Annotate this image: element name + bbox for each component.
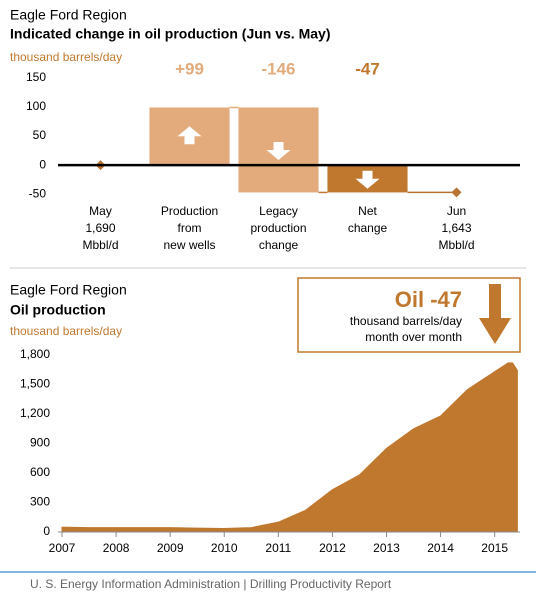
x-tick-label: 2010 (211, 541, 238, 555)
y-tick-label: 100 (26, 99, 46, 113)
x-tick-label: from (178, 221, 202, 235)
value-label: -47 (355, 59, 380, 78)
x-tick-label: 1,690 (85, 221, 115, 235)
y-tick-label: 0 (39, 157, 46, 171)
x-tick-label: 1,643 (441, 221, 471, 235)
annotation-text: thousand barrels/day (350, 314, 462, 328)
area (61, 362, 518, 533)
y-tick-label: 1,200 (20, 406, 50, 420)
annotation-text: month over month (365, 330, 462, 344)
y-tick-label: 900 (30, 436, 50, 450)
footer: U. S. Energy Information Administration … (30, 577, 392, 591)
x-tick-label: 2008 (103, 541, 130, 555)
y-tick-label: 1,800 (20, 347, 50, 361)
y-tick-label: 600 (30, 465, 50, 479)
chart-title: Indicated change in oil production (Jun … (10, 26, 330, 42)
x-tick-label: 2015 (481, 541, 508, 555)
x-tick-label: 2013 (373, 541, 400, 555)
x-tick-label: Production (161, 204, 218, 218)
y-tick-label: -50 (29, 186, 47, 200)
y-axis-label: thousand barrels/day (10, 324, 122, 338)
x-tick-label: Net (358, 204, 377, 218)
arrow-icon (355, 170, 380, 189)
x-tick-label: 2007 (49, 541, 76, 555)
x-tick-label: new wells (163, 238, 215, 252)
value-label: +99 (175, 59, 204, 78)
x-tick-label: 2014 (427, 541, 454, 555)
y-tick-label: 150 (26, 70, 46, 84)
y-tick-label: 50 (33, 128, 47, 142)
y-tick-label: 0 (43, 524, 50, 538)
x-tick-label: change (348, 221, 388, 235)
x-tick-label: Jun (447, 204, 466, 218)
y-tick-label: 1,500 (20, 377, 50, 391)
x-tick-label: 2009 (157, 541, 184, 555)
annotation-title: Oil -47 (395, 287, 462, 312)
x-tick-label: Legacy (259, 204, 298, 218)
arrow-icon (266, 141, 291, 160)
y-tick-label: 300 (30, 495, 50, 509)
region: Eagle Ford Region (10, 282, 127, 298)
down-arrow-icon (479, 284, 511, 344)
chart-title: Oil production (10, 302, 106, 318)
x-tick-label: Mbbl/d (82, 238, 118, 252)
x-tick-label: Mbbl/d (438, 238, 474, 252)
x-tick-label: change (259, 238, 299, 252)
y-axis-label: thousand barrels/day (10, 50, 122, 64)
arrow-icon (177, 126, 202, 145)
x-tick-label: 2011 (265, 541, 291, 555)
x-tick-label: May (89, 204, 112, 218)
region: Eagle Ford Region (10, 7, 127, 23)
x-tick-label: production (250, 221, 306, 235)
x-tick-label: 2012 (319, 541, 346, 555)
annotation-box (297, 277, 521, 353)
value-label: -146 (261, 59, 295, 78)
marker (451, 187, 462, 198)
